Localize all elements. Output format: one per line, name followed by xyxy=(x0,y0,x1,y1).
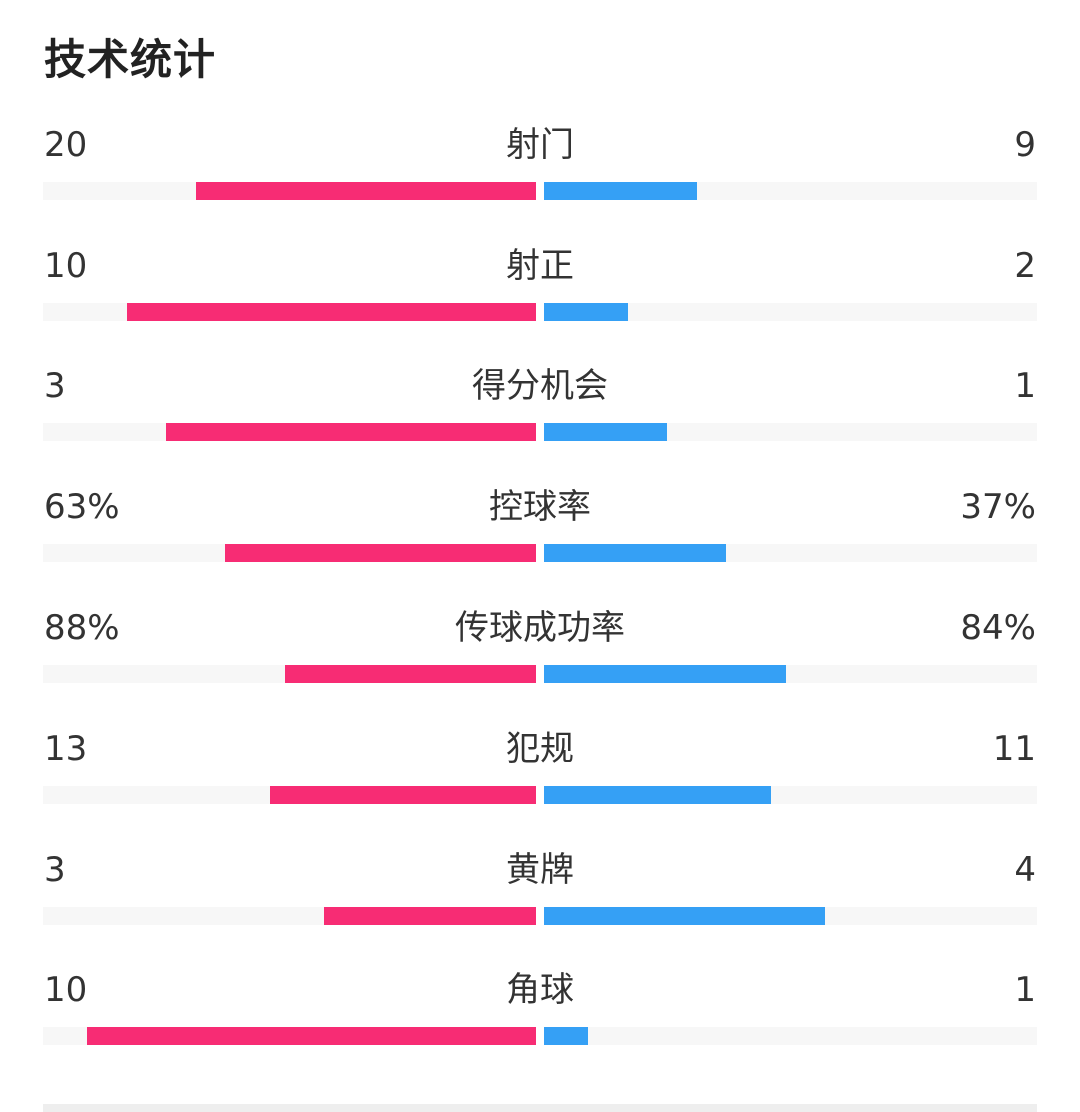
stat-label: 控球率 xyxy=(489,487,591,527)
home-bar-track xyxy=(43,907,536,925)
away-bar-track xyxy=(544,544,1037,562)
home-value: 20 xyxy=(44,125,88,165)
stat-row-shots: 20 射门 9 xyxy=(0,120,1080,240)
home-bar-track xyxy=(43,665,536,683)
stat-row-corners: 10 角球 1 xyxy=(0,965,1080,1085)
home-bar xyxy=(284,665,536,683)
away-bar xyxy=(544,544,727,562)
stat-row-chances: 3 得分机会 1 xyxy=(0,361,1080,481)
stat-row-possession: 63% 控球率 37% xyxy=(0,482,1080,602)
stat-label: 传球成功率 xyxy=(455,608,625,648)
away-bar xyxy=(544,1027,589,1045)
home-bar xyxy=(87,1027,536,1045)
home-bar-track xyxy=(43,182,536,200)
home-bar xyxy=(195,182,536,200)
stat-label: 射门 xyxy=(506,125,574,165)
home-value: 13 xyxy=(44,729,88,769)
away-value: 37% xyxy=(960,487,1036,527)
away-bar-track xyxy=(544,786,1037,804)
home-value: 10 xyxy=(44,970,88,1010)
away-value: 9 xyxy=(1014,125,1036,165)
bottom-divider xyxy=(43,1104,1037,1112)
stat-row-shots-on-target: 10 射正 2 xyxy=(0,241,1080,361)
away-bar xyxy=(544,907,825,925)
stat-label: 犯规 xyxy=(506,729,574,769)
stat-label: 黄牌 xyxy=(506,850,574,890)
away-value: 4 xyxy=(1014,850,1036,890)
home-value: 88% xyxy=(44,608,120,648)
stat-row-pass-accuracy: 88% 传球成功率 84% xyxy=(0,603,1080,723)
home-bar-track xyxy=(43,423,536,441)
stat-label: 角球 xyxy=(506,970,574,1010)
away-bar-track xyxy=(544,1027,1037,1045)
home-bar xyxy=(225,544,536,562)
away-bar-track xyxy=(544,303,1037,321)
stat-label: 射正 xyxy=(506,246,574,286)
home-bar-track xyxy=(43,786,536,804)
away-value: 2 xyxy=(1014,246,1036,286)
stat-row-fouls: 13 犯规 11 xyxy=(0,724,1080,844)
away-value: 1 xyxy=(1014,970,1036,1010)
home-bar xyxy=(324,907,536,925)
away-value: 11 xyxy=(992,729,1036,769)
stat-label: 得分机会 xyxy=(472,366,608,406)
away-bar xyxy=(544,303,628,321)
away-bar xyxy=(544,423,668,441)
home-bar-track xyxy=(43,1027,536,1045)
stat-row-yellow-cards: 3 黄牌 4 xyxy=(0,845,1080,965)
home-value: 3 xyxy=(44,850,66,890)
away-value: 1 xyxy=(1014,366,1036,406)
home-bar xyxy=(166,423,536,441)
home-value: 10 xyxy=(44,246,88,286)
away-value: 84% xyxy=(960,608,1036,648)
page-title: 技术统计 xyxy=(44,35,217,84)
home-bar-track xyxy=(43,303,536,321)
away-bar-track xyxy=(544,907,1037,925)
home-value: 3 xyxy=(44,366,66,406)
away-bar xyxy=(544,182,697,200)
home-bar xyxy=(126,303,536,321)
away-bar-track xyxy=(544,423,1037,441)
away-bar xyxy=(544,665,786,683)
away-bar xyxy=(544,786,771,804)
home-bar-track xyxy=(43,544,536,562)
home-bar xyxy=(269,786,536,804)
home-value: 63% xyxy=(44,487,120,527)
away-bar-track xyxy=(544,182,1037,200)
away-bar-track xyxy=(544,665,1037,683)
